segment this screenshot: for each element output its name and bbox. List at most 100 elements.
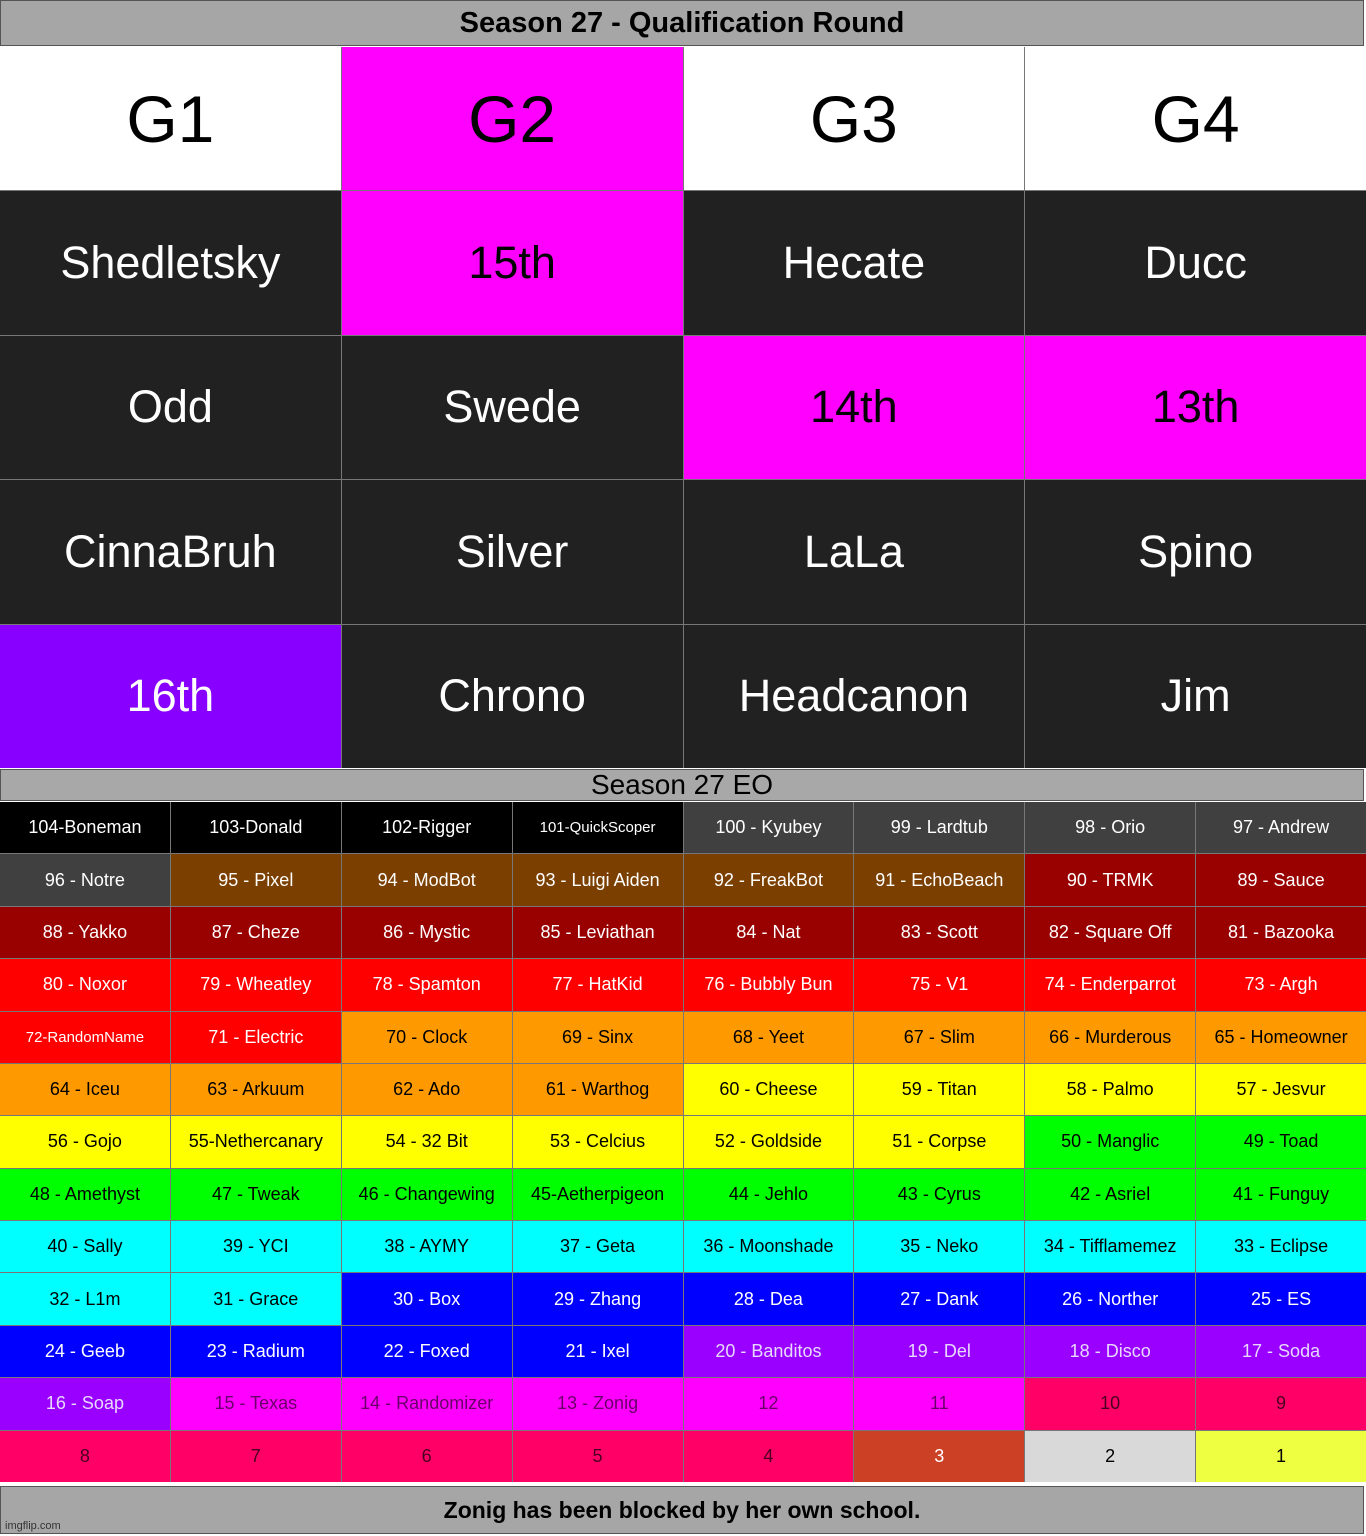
eo-cell: 20 - Banditos bbox=[683, 1325, 854, 1378]
group-slot: LaLa bbox=[683, 480, 1025, 624]
group-slot: 15th bbox=[341, 191, 683, 335]
eo-cell: 31 - Grace bbox=[170, 1273, 341, 1325]
eo-grid: 104-Boneman 103-Donald 102-Rigger 101-Quick… bbox=[0, 802, 1366, 1482]
eo-cell: 30 - Box bbox=[341, 1273, 512, 1325]
eo-cell: 32 - L1m bbox=[0, 1273, 170, 1325]
eo-cell: 79 - Wheatley bbox=[170, 959, 341, 1011]
eo-cell: 70 - Clock bbox=[341, 1011, 512, 1063]
eo-cell: 49 - Toad bbox=[1196, 1116, 1366, 1168]
group-header-g2: G2 bbox=[341, 47, 683, 191]
eo-cell: 88 - Yakko bbox=[0, 906, 170, 959]
eo-cell: 59 - Titan bbox=[854, 1063, 1025, 1116]
group-slot: Shedletsky bbox=[0, 191, 341, 335]
eo-cell: 29 - Zhang bbox=[512, 1273, 683, 1325]
eo-cell: 87 - Cheze bbox=[170, 906, 341, 959]
group-slot: Jim bbox=[1025, 624, 1366, 768]
eo-cell: 45-Aetherpigeon bbox=[512, 1168, 683, 1221]
footer-caption: Zonig has been blocked by her own school… bbox=[0, 1486, 1364, 1534]
eo-cell: 66 - Murderous bbox=[1025, 1011, 1196, 1063]
eo-cell: 68 - Yeet bbox=[683, 1011, 854, 1063]
eo-cell: 80 - Noxor bbox=[0, 959, 170, 1011]
eo-cell: 13 - Zonig bbox=[512, 1378, 683, 1430]
eo-cell: 47 - Tweak bbox=[170, 1168, 341, 1221]
eo-cell: 81 - Bazooka bbox=[1196, 906, 1366, 959]
eo-cell: 99 - Lardtub bbox=[854, 802, 1025, 854]
eo-cell: 12 bbox=[683, 1378, 854, 1430]
eo-cell: 82 - Square Off bbox=[1025, 906, 1196, 959]
eo-cell: 55-Nethercanary bbox=[170, 1116, 341, 1168]
eo-cell: 36 - Moonshade bbox=[683, 1221, 854, 1273]
eo-cell: 53 - Celcius bbox=[512, 1116, 683, 1168]
eo-cell: 67 - Slim bbox=[854, 1011, 1025, 1063]
eo-cell: 63 - Arkuum bbox=[170, 1063, 341, 1116]
eo-cell: 57 - Jesvur bbox=[1196, 1063, 1366, 1116]
eo-cell: 35 - Neko bbox=[854, 1221, 1025, 1273]
eo-cell: 27 - Dank bbox=[854, 1273, 1025, 1325]
page-title: Season 27 - Qualification Round bbox=[0, 0, 1364, 46]
eo-cell: 90 - TRMK bbox=[1025, 854, 1196, 906]
group-slot: Ducc bbox=[1025, 191, 1366, 335]
eo-cell: 22 - Foxed bbox=[341, 1325, 512, 1378]
eo-cell: 58 - Palmo bbox=[1025, 1063, 1196, 1116]
eo-cell: 69 - Sinx bbox=[512, 1011, 683, 1063]
eo-cell: 41 - Funguy bbox=[1196, 1168, 1366, 1221]
eo-cell: 34 - Tifflamemez bbox=[1025, 1221, 1196, 1273]
eo-cell: 96 - Notre bbox=[0, 854, 170, 906]
group-slot: Headcanon bbox=[683, 624, 1025, 768]
eo-cell: 89 - Sauce bbox=[1196, 854, 1366, 906]
group-slot: CinnaBruh bbox=[0, 480, 341, 624]
eo-cell: 61 - Warthog bbox=[512, 1063, 683, 1116]
eo-cell: 15 - Texas bbox=[170, 1378, 341, 1430]
eo-cell: 46 - Changewing bbox=[341, 1168, 512, 1221]
eo-cell: 101-QuickScoper bbox=[512, 802, 683, 854]
eo-cell: 102-Rigger bbox=[341, 802, 512, 854]
eo-cell: 91 - EchoBeach bbox=[854, 854, 1025, 906]
group-slot: Swede bbox=[341, 335, 683, 480]
eo-cell: 9 bbox=[1196, 1378, 1366, 1430]
eo-cell: 100 - Kyubey bbox=[683, 802, 854, 854]
eo-cell: 84 - Nat bbox=[683, 906, 854, 959]
eo-cell: 24 - Geeb bbox=[0, 1325, 170, 1378]
eo-cell: 62 - Ado bbox=[341, 1063, 512, 1116]
watermark: imgflip.com bbox=[5, 1520, 61, 1532]
eo-title: Season 27 EO bbox=[0, 769, 1364, 801]
group-header-g3: G3 bbox=[683, 47, 1025, 191]
eo-cell: 94 - ModBot bbox=[341, 854, 512, 906]
group-slot: 16th bbox=[0, 624, 341, 768]
eo-cell: 56 - Gojo bbox=[0, 1116, 170, 1168]
eo-cell: 6 bbox=[341, 1430, 512, 1482]
eo-cell: 78 - Spamton bbox=[341, 959, 512, 1011]
eo-cell: 86 - Mystic bbox=[341, 906, 512, 959]
eo-cell: 72-RandomName bbox=[0, 1011, 170, 1063]
group-header-g1: G1 bbox=[0, 47, 341, 191]
eo-cell: 65 - Homeowner bbox=[1196, 1011, 1366, 1063]
eo-cell: 25 - ES bbox=[1196, 1273, 1366, 1325]
group-slot: 14th bbox=[683, 335, 1025, 480]
eo-cell: 74 - Enderparrot bbox=[1025, 959, 1196, 1011]
eo-cell: 5 bbox=[512, 1430, 683, 1482]
group-slot: Chrono bbox=[341, 624, 683, 768]
eo-cell: 44 - Jehlo bbox=[683, 1168, 854, 1221]
eo-cell: 54 - 32 Bit bbox=[341, 1116, 512, 1168]
eo-cell: 71 - Electric bbox=[170, 1011, 341, 1063]
eo-cell: 19 - Del bbox=[854, 1325, 1025, 1378]
eo-cell: 75 - V1 bbox=[854, 959, 1025, 1011]
eo-cell: 11 bbox=[854, 1378, 1025, 1430]
eo-cell: 7 bbox=[170, 1430, 341, 1482]
eo-cell: 52 - Goldside bbox=[683, 1116, 854, 1168]
eo-cell: 77 - HatKid bbox=[512, 959, 683, 1011]
eo-cell: 83 - Scott bbox=[854, 906, 1025, 959]
group-slot: Hecate bbox=[683, 191, 1025, 335]
eo-cell: 60 - Cheese bbox=[683, 1063, 854, 1116]
eo-cell: 92 - FreakBot bbox=[683, 854, 854, 906]
eo-cell: 1 bbox=[1196, 1430, 1366, 1482]
eo-cell: 85 - Leviathan bbox=[512, 906, 683, 959]
eo-cell: 3 bbox=[854, 1430, 1025, 1482]
eo-cell: 76 - Bubbly Bun bbox=[683, 959, 854, 1011]
eo-cell: 16 - Soap bbox=[0, 1378, 170, 1430]
group-slot: 13th bbox=[1025, 335, 1366, 480]
eo-cell: 21 - Ixel bbox=[512, 1325, 683, 1378]
eo-cell: 42 - Asriel bbox=[1025, 1168, 1196, 1221]
eo-cell: 8 bbox=[0, 1430, 170, 1482]
eo-cell: 103-Donald bbox=[170, 802, 341, 854]
